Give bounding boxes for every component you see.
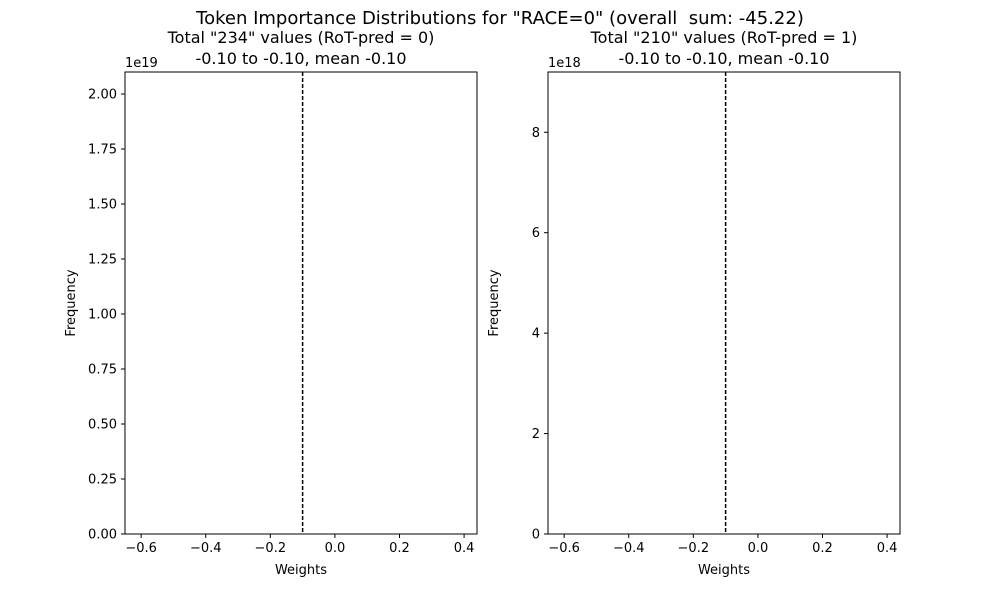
subplot-title-line1: Total "210" values (RoT-pred = 1)	[590, 28, 858, 47]
x-tick-label: 0.2	[389, 541, 410, 556]
x-axis-label: Weights	[698, 563, 750, 578]
y-tick-label: 0.50	[88, 418, 117, 433]
y-tick-label: 0.75	[88, 363, 117, 378]
y-tick-label: 8	[532, 126, 540, 141]
x-tick-label: −0.4	[190, 541, 222, 556]
x-tick-label: −0.2	[678, 541, 710, 556]
x-tick-label: 0.0	[748, 541, 769, 556]
subplot-title-line2: -0.10 to -0.10, mean -0.10	[195, 49, 406, 68]
y-tick-label: 1.50	[88, 198, 117, 213]
x-tick-label: −0.6	[125, 541, 157, 556]
x-tick-label: −0.2	[255, 541, 287, 556]
plot-area-frame	[124, 71, 478, 535]
x-tick-label: 0.4	[877, 541, 898, 556]
y-tick-label: 0	[532, 528, 540, 543]
chart-panel-2: −0.6 −0.4 −0.2 0.0 0.2 0.4 0 2 4 6 8 1e18 Total "210…	[487, 28, 901, 578]
y-tick-label: 0.25	[88, 473, 117, 488]
y-axis-label: Frequency	[487, 269, 502, 336]
y-tick-label: 4	[532, 327, 540, 342]
y-offset-text: 1e18	[548, 56, 581, 71]
y-tick-label: 1.75	[88, 143, 117, 158]
y-offset-text: 1e19	[125, 56, 158, 71]
x-tick-label: 0.2	[812, 541, 833, 556]
y-tick-label: 6	[532, 226, 540, 241]
subplot-title-line1: Total "234" values (RoT-pred = 0)	[167, 28, 435, 47]
x-tick-label: 0.0	[325, 541, 346, 556]
x-tick-label: −0.6	[548, 541, 580, 556]
y-tick-label: 1.25	[88, 253, 117, 268]
y-axis-label: Frequency	[64, 269, 79, 336]
x-tick-label: −0.4	[613, 541, 645, 556]
subplot-title-line2: -0.10 to -0.10, mean -0.10	[618, 49, 829, 68]
x-tick-label: 0.4	[454, 541, 475, 556]
y-tick-label: 1.00	[88, 308, 117, 323]
y-tick-label: 2.00	[88, 88, 117, 103]
y-tick-label: 0.00	[88, 528, 117, 543]
chart-panel-1: −0.6 −0.4 −0.2 0.0 0.2 0.4 0.00 0.25 0.50 0.75 1.0…	[64, 28, 478, 578]
plot-area-frame	[547, 71, 901, 535]
figure-title: Token Importance Distributions for "RACE…	[196, 8, 804, 29]
x-axis-label: Weights	[275, 563, 327, 578]
y-tick-label: 2	[532, 427, 540, 442]
